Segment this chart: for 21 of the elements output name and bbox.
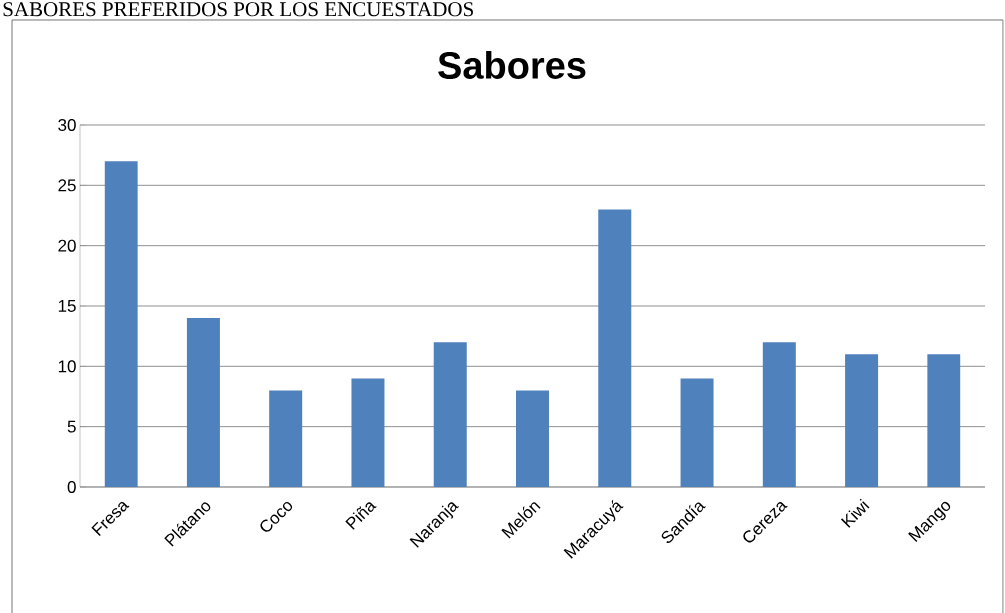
y-tick-label: 10	[58, 360, 76, 373]
chart-title: Sabores	[438, 51, 586, 79]
bar	[680, 378, 714, 487]
y-tick-label: 0	[67, 480, 76, 494]
bar	[598, 209, 632, 487]
y-tick-label: 20	[58, 239, 76, 252]
y-tick-label: 25	[58, 179, 76, 192]
bar	[351, 378, 385, 487]
bar	[104, 161, 138, 487]
bar	[927, 354, 961, 487]
x-tick-label: Piña	[345, 502, 377, 530]
bar	[516, 390, 549, 487]
bar	[433, 342, 467, 487]
bar	[186, 318, 220, 487]
y-tick-label: 5	[67, 420, 76, 433]
bar	[845, 354, 879, 487]
y-tick-label: 15	[58, 300, 76, 312]
y-tick-label: 30	[58, 118, 76, 132]
bar	[269, 390, 303, 487]
bar	[762, 342, 796, 487]
text: SABORES PREFERIDOS POR LOS ENCUESTADOS	[3, 2, 473, 17]
